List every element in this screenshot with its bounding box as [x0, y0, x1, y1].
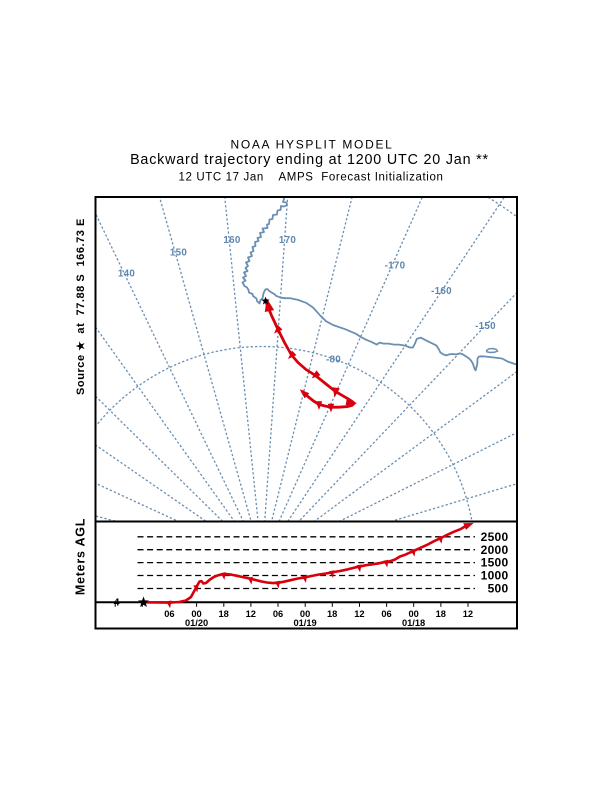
svg-text:01/20: 01/20: [185, 618, 208, 628]
svg-text:06: 06: [164, 609, 174, 619]
svg-text:18: 18: [436, 609, 446, 619]
svg-text:12: 12: [246, 609, 256, 619]
svg-text:00: 00: [191, 609, 201, 619]
svg-text:18: 18: [219, 609, 229, 619]
svg-text:500: 500: [488, 582, 509, 596]
svg-text:140: 140: [118, 269, 135, 280]
svg-text:00: 00: [300, 609, 310, 619]
svg-text:2000: 2000: [481, 543, 509, 557]
svg-text:4: 4: [114, 596, 120, 608]
svg-text:150: 150: [170, 248, 187, 259]
svg-text:06: 06: [273, 609, 283, 619]
svg-text:Meters AGL: Meters AGL: [74, 518, 88, 595]
svg-text:170: 170: [279, 235, 296, 246]
svg-text:-150: -150: [475, 321, 496, 332]
svg-text:12 UTC 17 Jan AMPS Forecas: 12 UTC 17 Jan AMPS Forecast Initializati…: [178, 172, 443, 184]
svg-text:06: 06: [381, 609, 391, 619]
svg-text:-170: -170: [385, 261, 406, 272]
svg-text:Backward trajectory ending at: Backward trajectory ending at 1200 UTC 2…: [130, 152, 489, 168]
svg-text:12: 12: [463, 609, 473, 619]
svg-text:2500: 2500: [481, 530, 509, 544]
svg-text:01/18: 01/18: [402, 618, 425, 628]
svg-text:00: 00: [409, 609, 419, 619]
svg-text:-80: -80: [326, 355, 341, 366]
svg-text:12: 12: [354, 609, 364, 619]
svg-text:Source ★ at 77.88 S 166.73: Source ★ at 77.88 S 166.73 E: [75, 218, 87, 395]
svg-text:01/19: 01/19: [293, 618, 316, 628]
svg-text:160: 160: [223, 235, 240, 246]
svg-text:-160: -160: [431, 286, 452, 297]
svg-text:18: 18: [327, 609, 337, 619]
svg-text:1000: 1000: [481, 569, 509, 583]
svg-text:NOAA HYSPLIT MODEL: NOAA HYSPLIT MODEL: [230, 138, 393, 152]
svg-text:1500: 1500: [481, 556, 509, 570]
